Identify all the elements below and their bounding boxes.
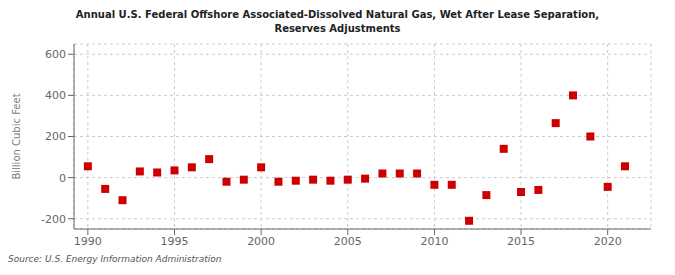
svg-text:200: 200 xyxy=(45,130,66,143)
svg-text:1990: 1990 xyxy=(74,235,102,248)
svg-text:400: 400 xyxy=(45,89,66,102)
svg-text:Billion Cubic Feet: Billion Cubic Feet xyxy=(11,93,22,179)
svg-text:2005: 2005 xyxy=(334,235,362,248)
svg-text:2015: 2015 xyxy=(507,235,535,248)
svg-text:2010: 2010 xyxy=(420,235,448,248)
html-text:Annual U.S. Federal Offshore A: Annual U.S. Federal Offshore Associated-… xyxy=(75,9,600,34)
svg-text:1995: 1995 xyxy=(160,235,188,248)
svg-text:-200: -200 xyxy=(41,213,66,226)
svg-text:2020: 2020 xyxy=(594,235,622,248)
html-text:Source: U.S. Energy Informatio: Source: U.S. Energy Information Administ… xyxy=(8,254,222,264)
svg-text:600: 600 xyxy=(45,48,66,61)
svg-text:0: 0 xyxy=(59,172,66,185)
svg-text:2000: 2000 xyxy=(247,235,275,248)
